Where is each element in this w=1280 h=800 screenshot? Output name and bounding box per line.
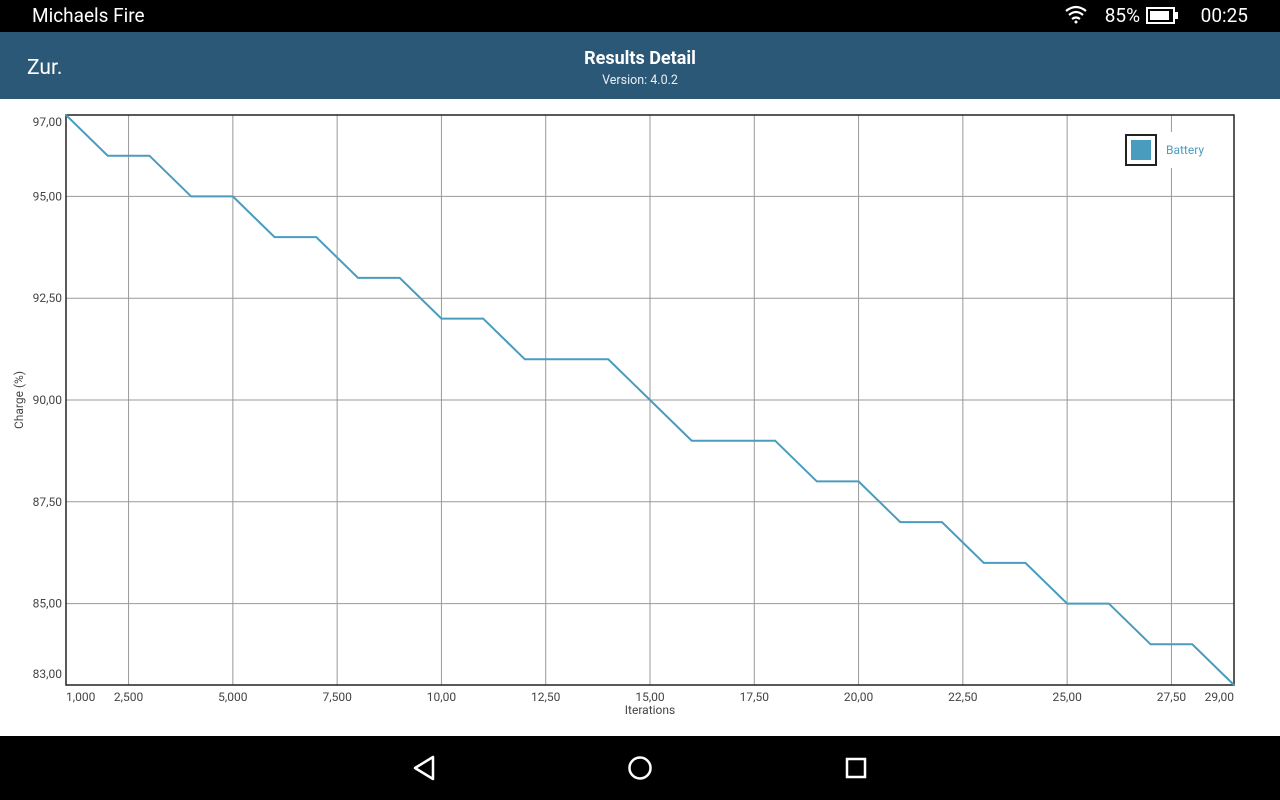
y-tick-label: 95,00 (33, 189, 63, 203)
legend-swatch (1131, 140, 1151, 160)
x-tick-label: 29,00 (1205, 690, 1235, 704)
x-tick-label: 25,00 (1052, 690, 1082, 704)
plot-border (65, 114, 1235, 686)
legend-label: Battery (1166, 143, 1204, 157)
nav-back[interactable] (413, 755, 435, 781)
y-tick-label: 90,00 (33, 393, 63, 407)
x-tick-label: 1,000 (66, 690, 96, 704)
battery-level: 85% (1105, 4, 1140, 27)
x-tick-label: 10,00 (427, 690, 457, 704)
x-tick-label: 15,00 (635, 690, 665, 704)
x-tick-label: 2,500 (114, 690, 144, 704)
y-tick-label: 83,00 (33, 667, 63, 681)
x-tick-label: 17,50 (740, 690, 770, 704)
x-tick-label: 5,000 (218, 690, 248, 704)
y-tick-label: 87,50 (33, 495, 63, 509)
y-tick-label: 97,00 (33, 115, 63, 129)
clock: 00:25 (1201, 4, 1248, 27)
y-tick-label: 85,00 (33, 597, 63, 611)
chart: 83,00 85,00 87,50 90,00 92,50 95,00 97,00 1,000… (12, 114, 1235, 717)
page-title: Results Detail (584, 48, 696, 69)
x-tick-label: 22,50 (948, 690, 978, 704)
x-tick-label: 12,50 (531, 690, 561, 704)
x-tick-label: 7,500 (322, 690, 352, 704)
page-subtitle: Version: 4.0.2 (602, 73, 678, 88)
device-name: Michaels Fire (32, 4, 145, 27)
nav-home[interactable] (628, 756, 652, 780)
status-bar (0, 0, 1280, 32)
x-tick-label: 27,50 (1157, 690, 1187, 704)
battery-icon (1146, 7, 1178, 24)
x-tick-label: 20,00 (844, 690, 874, 704)
y-tick-label: 92,50 (33, 291, 63, 305)
data-line (65, 114, 1235, 686)
back-button[interactable]: Zur. (27, 56, 62, 80)
nav-recents[interactable] (845, 757, 867, 779)
x-axis-title: Iterations (625, 703, 675, 717)
wifi-icon (1065, 5, 1087, 24)
app-bar (0, 32, 1280, 99)
y-axis-title: Charge (%) (12, 371, 26, 429)
nav-bar (0, 736, 1280, 800)
